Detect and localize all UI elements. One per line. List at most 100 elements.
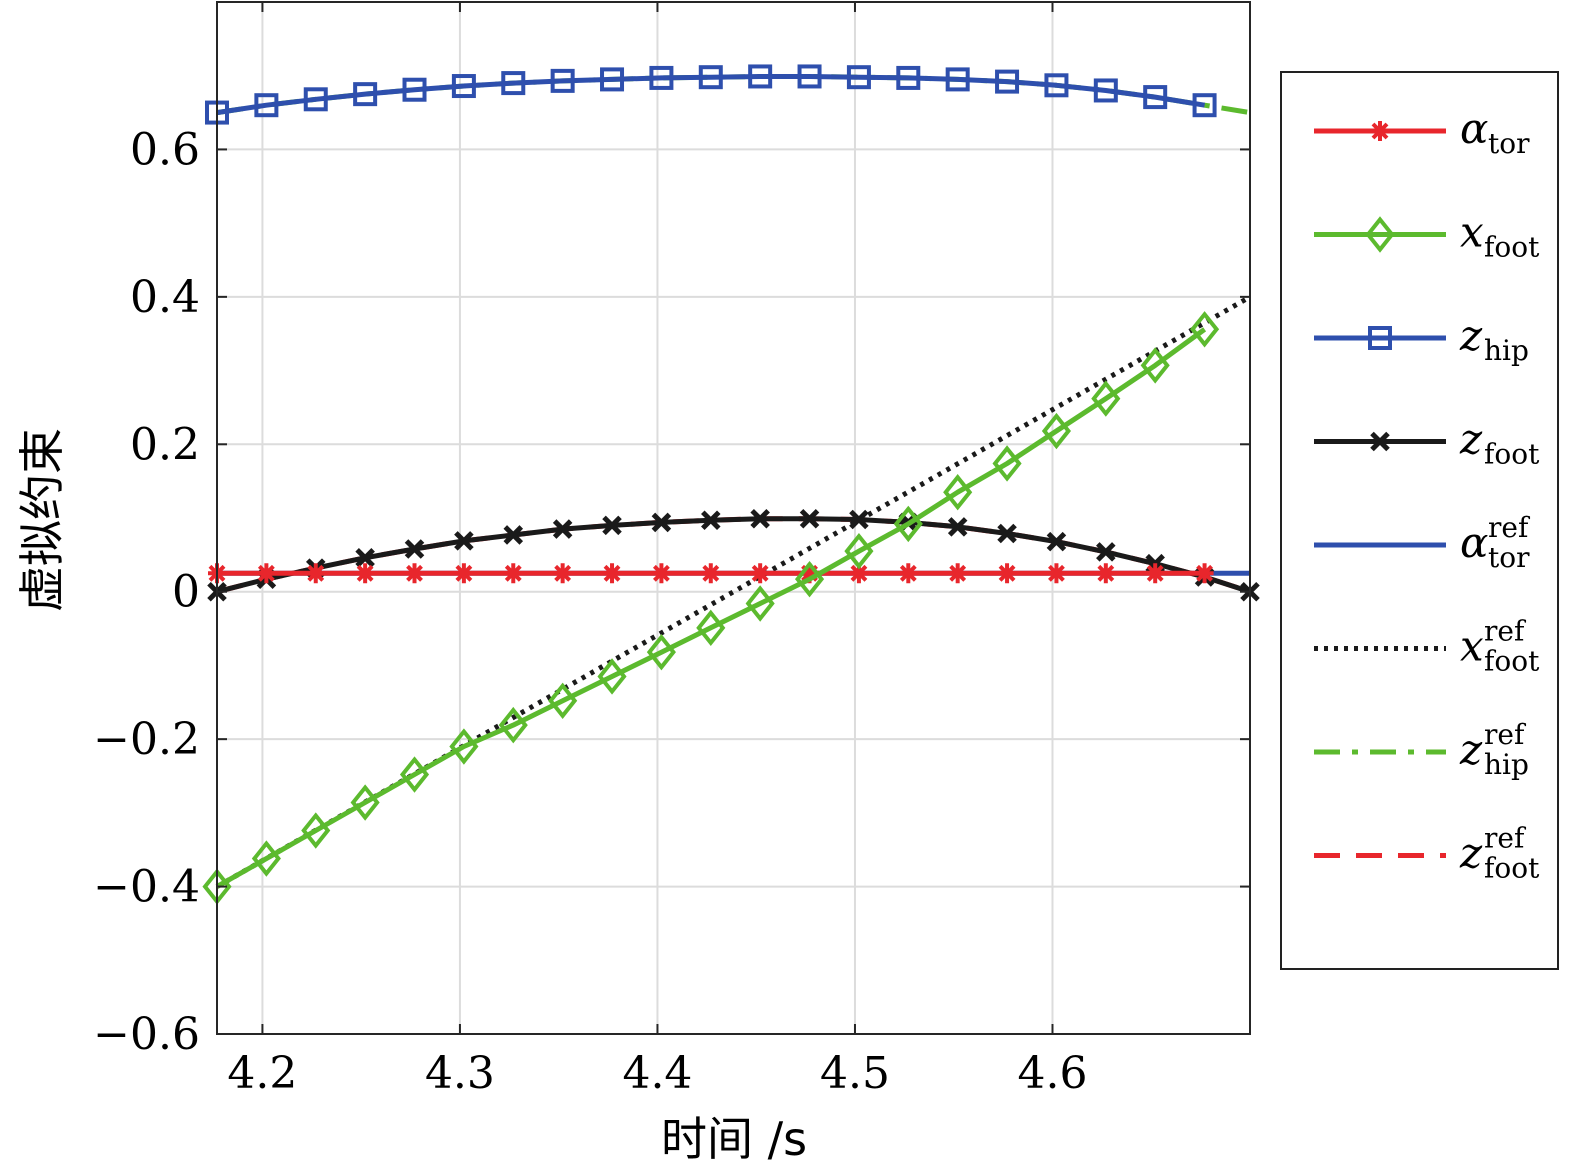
series-2-point-6 [501, 71, 526, 96]
series-1-point-4 [399, 756, 430, 793]
series-2-point-2 [303, 87, 328, 112]
series-0-point-7 [553, 563, 572, 584]
legend-label-7: z [1459, 829, 1483, 878]
legend-sup-6: ref [1484, 718, 1527, 751]
series-0-point-18 [1096, 563, 1115, 584]
legend-sub-5: foot [1484, 645, 1540, 678]
series-1-point-19 [1140, 347, 1170, 384]
series-2-point-11 [748, 64, 773, 89]
series-2-point-13 [846, 65, 871, 90]
series-2-point-1 [254, 93, 279, 118]
y-tick-label-2: −0.2 [93, 714, 200, 765]
series-3-point-3 [355, 548, 375, 568]
series-line-3 [216, 516, 1251, 595]
series-2-point-9 [649, 65, 674, 90]
series-0-point-16 [998, 563, 1017, 584]
series-0-point-1 [257, 563, 276, 584]
legend-sub-7: foot [1484, 852, 1540, 885]
series-0-point-5 [454, 563, 473, 584]
series-3-point-5 [454, 531, 474, 551]
x-tick-label-2: 4.4 [622, 1048, 692, 1099]
series-0-point-8 [603, 563, 622, 584]
x-tick-label-4: 4.6 [1017, 1048, 1087, 1099]
x-tick-label-1: 4.3 [425, 1048, 495, 1099]
series-2-point-19 [1143, 85, 1168, 110]
series-0-point-9 [652, 563, 671, 584]
series-1-point-17 [1041, 412, 1071, 450]
series-3-point-10 [701, 510, 721, 530]
series-1-point-18 [1091, 380, 1121, 417]
x-tick-label-0: 4.2 [227, 1048, 297, 1099]
series-1-point-13 [844, 532, 874, 570]
series-2-point-17 [1044, 73, 1069, 98]
legend-sup-7: ref [1484, 822, 1527, 855]
series-3-point-13 [849, 509, 869, 530]
series-1-point-5 [449, 728, 479, 765]
series-1-point-2 [301, 812, 331, 849]
series-1-point-6 [498, 706, 528, 744]
legend-label-2: z [1459, 311, 1483, 360]
series-2-point-3 [353, 82, 378, 107]
y-tick-label-3: 0 [172, 567, 200, 618]
series-3-point-6 [503, 525, 524, 545]
series-line-1 [215, 327, 1207, 889]
series-2-point-18 [1093, 78, 1118, 103]
legend-label-6: z [1459, 725, 1483, 774]
series-0-point-2 [306, 563, 325, 584]
x-tick-label-3: 4.5 [820, 1048, 890, 1099]
legend-sub-3: foot [1484, 438, 1540, 471]
series-1-point-1 [251, 840, 281, 877]
legend-sup-5: ref [1484, 615, 1527, 648]
series-layer [202, 64, 1260, 905]
series-1-point-12 [794, 560, 825, 598]
legend-label-1: x [1460, 208, 1484, 257]
series-0-point-4 [405, 563, 424, 584]
legend-sup-4: ref [1488, 511, 1531, 544]
legend-label-0: α [1460, 104, 1488, 153]
series-0-point-10 [701, 563, 720, 584]
series-3-point-17 [1046, 531, 1067, 552]
legend-sub-4: tor [1488, 541, 1530, 574]
series-1-point-11 [745, 585, 775, 622]
legend-sub-2: hip [1484, 334, 1529, 367]
series-1-point-16 [992, 445, 1022, 482]
y-axis-title: 虚拟约束 [15, 428, 69, 612]
y-tick-label-4: 0.2 [130, 419, 200, 470]
series-0-point-14 [899, 563, 918, 584]
series-0-point-11 [751, 563, 770, 584]
series-2-point-20 [1192, 93, 1217, 118]
series-2-point-15 [945, 67, 970, 92]
legend-marker-1 [1365, 216, 1395, 253]
y-tick-label-5: 0.4 [130, 272, 200, 323]
y-tick-label-1: −0.4 [93, 862, 200, 913]
legend-marker-0 [1371, 121, 1389, 141]
series-3-point-18 [1096, 542, 1116, 562]
series-0-point-6 [504, 563, 523, 584]
series-3-point-4 [404, 539, 425, 559]
series-3-point-11 [750, 508, 770, 529]
series-0-point-20 [1195, 563, 1214, 584]
series-2-point-14 [896, 65, 921, 90]
series-0-point-17 [1047, 563, 1066, 584]
series-1-point-15 [943, 473, 973, 511]
axes [216, 1, 1251, 1035]
series-0-point-15 [948, 563, 967, 584]
legend-label-4: α [1460, 518, 1488, 567]
series-2-point-8 [600, 67, 625, 92]
series-1-point-8 [597, 658, 627, 695]
series-1-point-7 [548, 682, 578, 720]
series-line-5 [215, 294, 1252, 889]
series-1-point-14 [893, 505, 923, 543]
series-3-point-16 [997, 523, 1017, 544]
series-1-point-20 [1190, 311, 1220, 348]
series-0-point-19 [1146, 563, 1165, 584]
y-tick-label-6: 0.6 [130, 124, 200, 175]
tick-labels: 4.2 4.3 4.4 4.5 4.6 −0.6 −0.4 −0.2 0 0.2 0.4 0.6 [93, 124, 1087, 1099]
legend-sub-0: tor [1488, 127, 1530, 160]
legend-label-5: x [1460, 622, 1484, 671]
series-3-point-8 [602, 515, 622, 536]
series-2-point-12 [797, 64, 822, 89]
legend-marker-3 [1370, 431, 1390, 452]
